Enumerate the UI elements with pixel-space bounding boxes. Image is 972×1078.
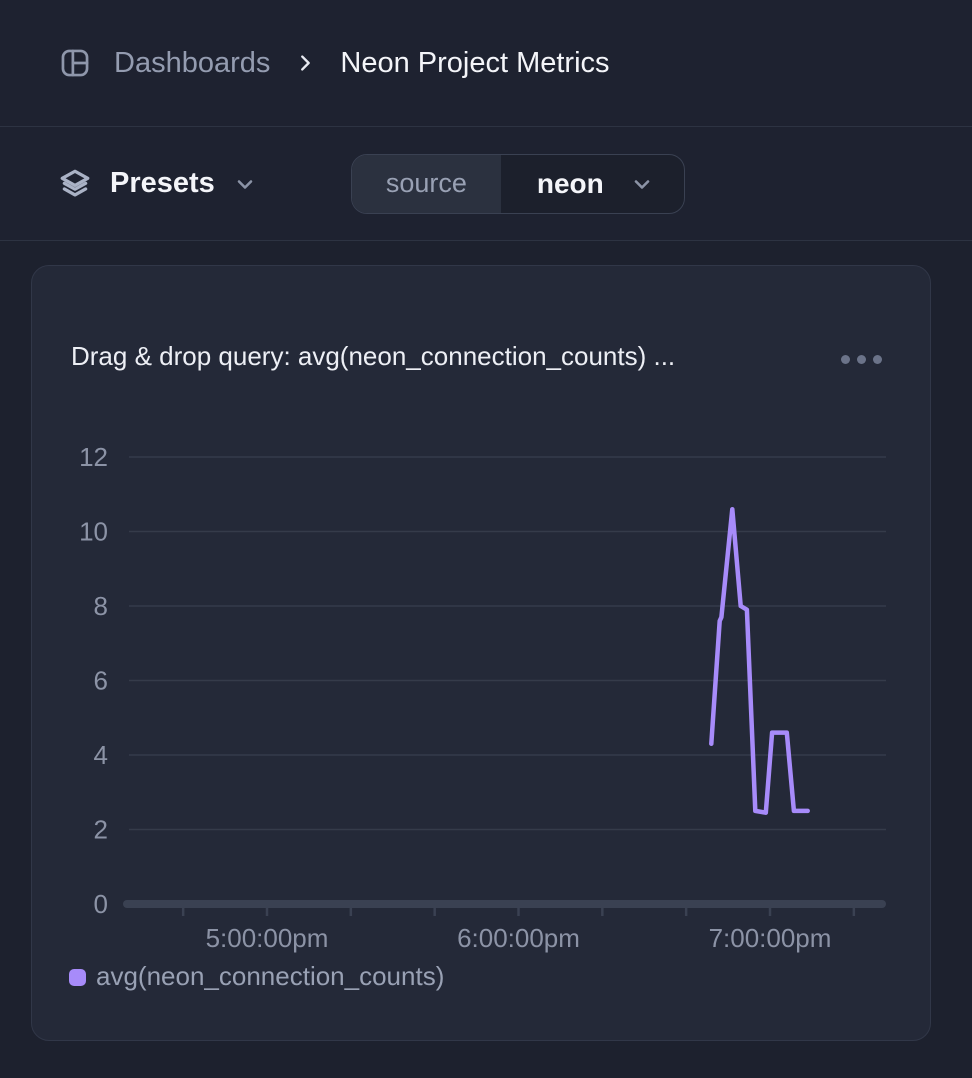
y-axis-tick-label: 4 (94, 740, 108, 770)
ellipsis-icon (873, 355, 882, 364)
chart-title: Drag & drop query: avg(neon_connection_c… (71, 341, 676, 371)
ellipsis-icon (841, 355, 850, 364)
y-axis-tick-label: 8 (94, 591, 108, 621)
chevron-right-icon (294, 52, 316, 74)
source-filter-key: source (351, 154, 501, 213)
x-axis-tick-label: 6:00:00pm (457, 923, 580, 953)
presets-button[interactable]: Presets (58, 167, 257, 201)
y-axis-tick-label: 2 (94, 815, 108, 845)
y-axis-tick-label: 0 (94, 889, 108, 919)
legend-label[interactable]: avg(neon_connection_counts) (96, 961, 444, 991)
chart-card: 0 2 4 6 8 10 12 5:00:00pm 6:00:00pm 7:00:00pm avg(… (31, 265, 931, 1041)
series-line (709, 506, 810, 815)
presets-label: Presets (110, 167, 215, 199)
source-filter-value: neon (536, 167, 604, 199)
filter-toolbar: Presets source neon (0, 127, 972, 241)
chevron-down-icon (630, 172, 654, 196)
ellipsis-icon (857, 355, 866, 364)
layers-icon (58, 167, 92, 201)
y-axis-tick-label: 6 (94, 666, 108, 696)
source-filter-pill: source neon (350, 153, 685, 214)
x-axis-tick-label: 5:00:00pm (206, 923, 329, 953)
breadcrumb-current-page: Neon Project Metrics (340, 46, 610, 79)
dashboard-grid-icon (58, 46, 92, 80)
breadcrumb-dashboards-link[interactable]: Dashboards (114, 46, 271, 79)
y-axis-tick-label: 10 (79, 517, 108, 547)
y-axis-tick-label: 12 (79, 442, 108, 472)
card-menu-button[interactable] (837, 347, 886, 372)
breadcrumb-bar: Dashboards Neon Project Metrics (0, 0, 972, 127)
source-filter-dropdown[interactable]: neon (501, 155, 684, 213)
x-axis-tick-label: 7:00:00pm (709, 923, 832, 953)
chevron-down-icon (233, 172, 257, 196)
legend-swatch (69, 969, 86, 986)
chart-card-header: Drag & drop query: avg(neon_connection_c… (32, 266, 930, 372)
line-chart[interactable]: 0 2 4 6 8 10 12 5:00:00pm 6:00:00pm 7:00:00pm avg(… (32, 266, 930, 1040)
